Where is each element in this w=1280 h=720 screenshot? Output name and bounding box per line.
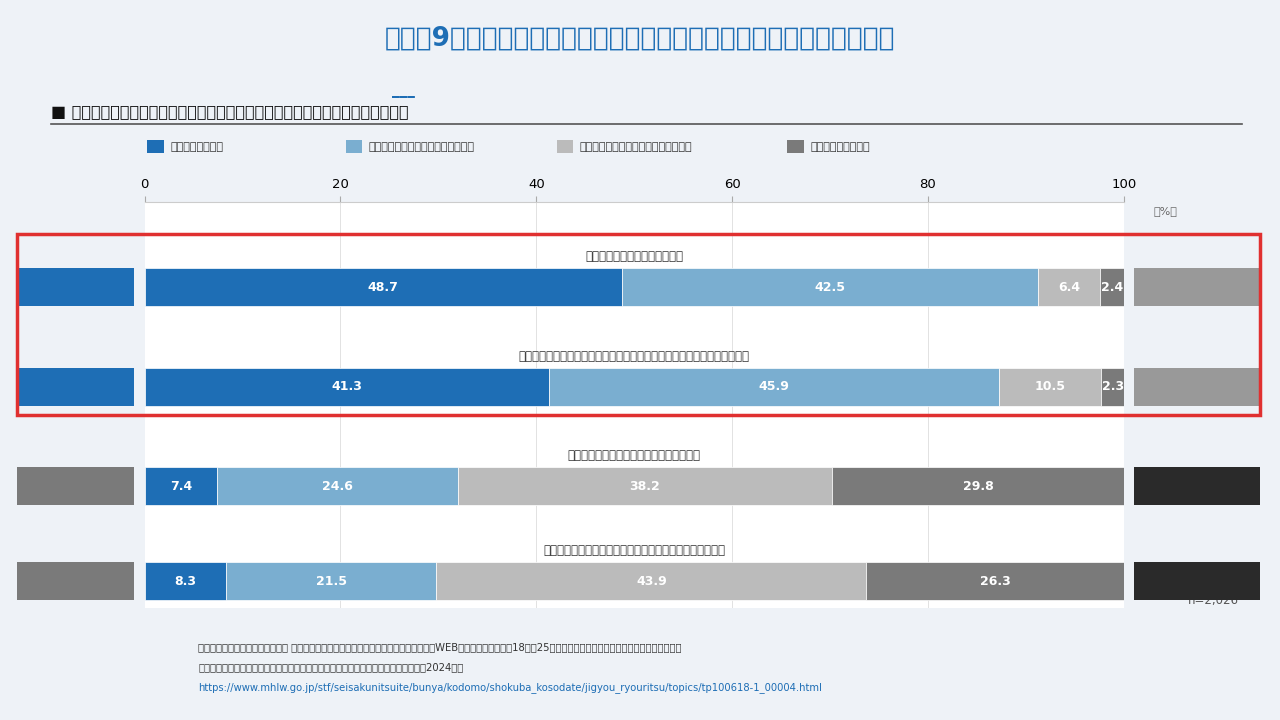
Text: どちらかと言うと働きがいを感じる: どちらかと言うと働きがいを感じる [369,142,475,152]
Text: 43.9: 43.9 [636,575,667,588]
Text: そう思わない: そう思わない [1178,573,1216,583]
Text: 8.3: 8.3 [174,575,196,588]
Text: 仕事はほとんどせず、プライベートにのみ全力で向き合う: 仕事はほとんどせず、プライベートにのみ全力で向き合う [543,544,726,557]
Text: 24.6: 24.6 [323,480,353,493]
Text: 計87.2%: 計87.2% [50,388,101,401]
Bar [436,562,867,600]
Bar [998,368,1101,406]
Text: ■ あなたは、以下の「社会に出た後の働き方」についてどのように感じますか？: ■ あなたは、以下の「社会に出た後の働き方」についてどのように感じますか？ [51,104,408,120]
Text: 計29.8%: 計29.8% [50,582,101,595]
Text: 定時であがる／休みは取得するけれどもその時間内は密度濃く仕事をする: 定時であがる／休みは取得するけれどもその時間内は密度濃く仕事をする [518,349,750,362]
Bar [1101,269,1124,307]
Text: 計12.8%: 計12.8% [1171,388,1222,401]
Text: 働きがい: 働きがい [63,279,88,289]
Text: 出典：厚生労働省「若年層における育児休業等取得に対する意識調査（速報値）」（2024年）: 出典：厚生労働省「若年層における育児休業等取得に対する意識調査（速報値）」（20… [198,662,463,672]
Text: 働きがいを感じない: 働きがいを感じない [810,142,870,152]
Bar [867,562,1124,600]
Text: そう思わない: そう思わない [1178,478,1216,488]
Text: 2.3: 2.3 [1102,380,1124,393]
Text: 計32.0%: 計32.0% [50,487,101,500]
Text: https://www.mhlw.go.jp/stf/seisakunitsuite/bunya/kodomo/shokuba_kosodate/jigyou_: https://www.mhlw.go.jp/stf/seisakunitsui… [198,682,822,693]
Text: 42.5: 42.5 [814,281,845,294]
Text: どちらかと言うと働きがいを感じない: どちらかと言うと働きがいを感じない [580,142,692,152]
Text: 38.2: 38.2 [630,480,660,493]
Text: 21.5: 21.5 [316,575,347,588]
Bar [145,562,225,600]
Text: 45.9: 45.9 [758,380,790,393]
Text: （%）: （%） [1153,206,1178,216]
Bar [145,269,622,307]
Bar [622,269,1038,307]
Text: 働きがい: 働きがい [63,573,88,583]
Text: 働きがいを感じる: 働きがいを感じる [170,142,223,152]
Text: そう思わない: そう思わない [1178,279,1216,289]
Bar [832,467,1124,505]
Text: 6.4: 6.4 [1059,281,1080,294]
Text: 働きがい: 働きがい [63,379,88,389]
Text: 2.4: 2.4 [1101,281,1124,294]
Bar [218,467,458,505]
Text: 10.5: 10.5 [1034,380,1065,393]
Text: 29.8: 29.8 [963,480,993,493]
Text: 仕事もプライベートも両立する: 仕事もプライベートも両立する [585,250,684,263]
Text: ___: ___ [392,83,415,98]
Text: 41.3: 41.3 [332,380,362,393]
Text: n=2,026: n=2,026 [1188,594,1239,607]
Text: 定時や休みに関係なく仕事のみに注力する: 定時や休みに関係なく仕事のみに注力する [568,449,700,462]
Text: 計8.7%: 計8.7% [1176,289,1217,302]
Bar [549,368,998,406]
Bar [145,467,218,505]
Text: 7.4: 7.4 [170,480,192,493]
Text: 計70.2%: 計70.2% [1171,582,1222,595]
Bar [145,368,549,406]
Text: 働きがい: 働きがい [63,478,88,488]
Text: 26.3: 26.3 [979,575,1010,588]
Text: 計68.0%: 計68.0% [1171,487,1222,500]
Text: 若者の9割が「残業なしでの両立・メリハリ」に「働きがい」を感じる: 若者の9割が「残業なしでの両立・メリハリ」に「働きがい」を感じる [385,25,895,51]
Bar [458,467,832,505]
Text: そう思わない: そう思わない [1178,379,1216,389]
Bar [225,562,436,600]
Bar [1038,269,1101,307]
Text: データ：厚生労働省「令和６年度 若年層における育児休業等取得に対する意識調査」（WEB調査。対象は全国の18歳～25歳の男女で、高校生・大学生などの学生若年層）: データ：厚生労働省「令和６年度 若年層における育児休業等取得に対する意識調査」（… [198,642,682,652]
Bar [1101,368,1124,406]
Text: 計91.2%: 計91.2% [50,289,101,302]
Text: 48.7: 48.7 [367,281,398,294]
